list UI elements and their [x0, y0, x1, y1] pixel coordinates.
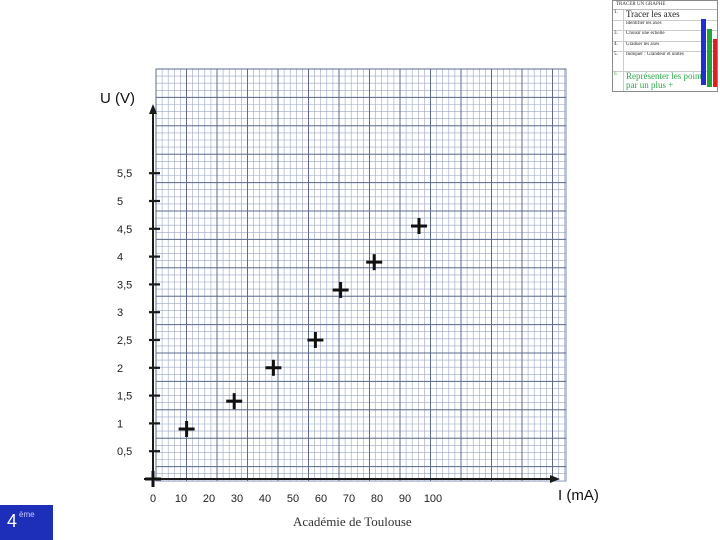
data-point-plus: [366, 254, 383, 271]
x-tick-label: 100: [424, 493, 442, 505]
y-tick-labels: 0,5 1 1,5 2 2,5 3 3,5 4 4,5 5 5,5: [117, 168, 132, 458]
graph-step-row: Identifier les axes: [613, 20, 717, 32]
footer-text: Académie de Toulouse: [293, 514, 412, 529]
graph-step-number: 1.: [613, 10, 624, 20]
x-tick-label: 90: [399, 493, 411, 505]
graph-step-text: Indiquer : Grandeur et unités: [626, 52, 684, 58]
graph-steps-title: TRACER UN GRAPHE: [613, 1, 717, 10]
x-tick-label: 70: [343, 493, 355, 505]
graph-step-color-strip: [713, 39, 717, 87]
x-tick-labels: 0 10 20 30 40 50 60 70 80 90 100: [150, 493, 442, 505]
y-tick-label: 2,5: [117, 335, 132, 347]
grade-superscript: ème: [19, 510, 35, 519]
y-axis-title: U (V): [100, 90, 135, 107]
x-tick-label: 10: [175, 493, 187, 505]
x-axis-title: I (mA): [558, 487, 599, 504]
graph-step-row: 6. Représenter les points par un plus +: [613, 72, 717, 91]
graph-step-text: Tracer les axes: [626, 10, 680, 19]
data-point-plus: [332, 281, 349, 298]
data-point-plus: [307, 332, 324, 348]
x-tick-label: 50: [287, 493, 299, 505]
grade-badge: 4 ème: [0, 505, 53, 540]
graph-step-text: Identifier les axes: [626, 20, 662, 26]
y-tick-label: 1,5: [117, 391, 132, 403]
graph-step-text: Graduer les axes: [626, 41, 660, 47]
x-axis-arrow: [550, 475, 560, 483]
data-point-plus: [145, 471, 161, 487]
x-tick-label: 0: [150, 493, 156, 505]
x-tick-label: 80: [371, 493, 383, 505]
y-tick-label: 2: [117, 363, 123, 375]
y-tick-label: 3,5: [117, 279, 132, 291]
y-tick-label: 4,5: [117, 224, 132, 236]
graph-step-text: Représenter les points par un plus +: [626, 72, 706, 91]
x-tick-label: 30: [231, 493, 243, 505]
graph-step-number: 4.: [613, 41, 624, 52]
graph-step-row: 4. Graduer les axes: [613, 41, 717, 53]
axis-ticks: [149, 172, 160, 453]
data-point-plus: [265, 359, 282, 376]
data-point-plus: [226, 393, 243, 410]
y-tick-label: 4: [117, 252, 123, 264]
graph-steps-panel: TRACER UN GRAPHE 1. Tracer les axes Identi…: [612, 0, 718, 92]
y-tick-label: 0,5: [117, 446, 132, 458]
x-tick-label: 60: [315, 493, 327, 505]
graph-step-number: 6.: [613, 72, 624, 91]
data-point-plus: [178, 420, 195, 437]
y-axis-arrow: [149, 104, 157, 114]
graph-step-color-strip: [707, 29, 712, 87]
data-points: [145, 218, 427, 487]
data-point-plus: [411, 218, 427, 235]
graph-step-number: 3.: [613, 31, 624, 41]
graph-step-text: Choisir une échelle: [626, 31, 665, 37]
graph-step-number: [613, 20, 624, 31]
x-tick-label: 40: [259, 493, 271, 505]
grid: [155, 68, 566, 482]
graph-step-row: 1. Tracer les axes: [613, 10, 717, 21]
graph-step-row: 5. Indiquer : Grandeur et unités: [613, 52, 717, 73]
graph-step-number: 5.: [613, 52, 624, 72]
y-tick-label: 3: [117, 307, 123, 319]
graph-steps-list: 1. Tracer les axes Identifier les axes 3. Ch…: [613, 10, 717, 91]
graph-step-row: 3. Choisir une échelle: [613, 31, 717, 42]
y-tick-label: 5: [117, 196, 123, 208]
y-tick-label: 5,5: [117, 168, 132, 180]
y-tick-label: 1: [117, 418, 123, 430]
x-tick-label: 20: [203, 493, 215, 505]
grade-number: 4: [7, 511, 18, 531]
graph-step-color-strip: [701, 19, 706, 85]
